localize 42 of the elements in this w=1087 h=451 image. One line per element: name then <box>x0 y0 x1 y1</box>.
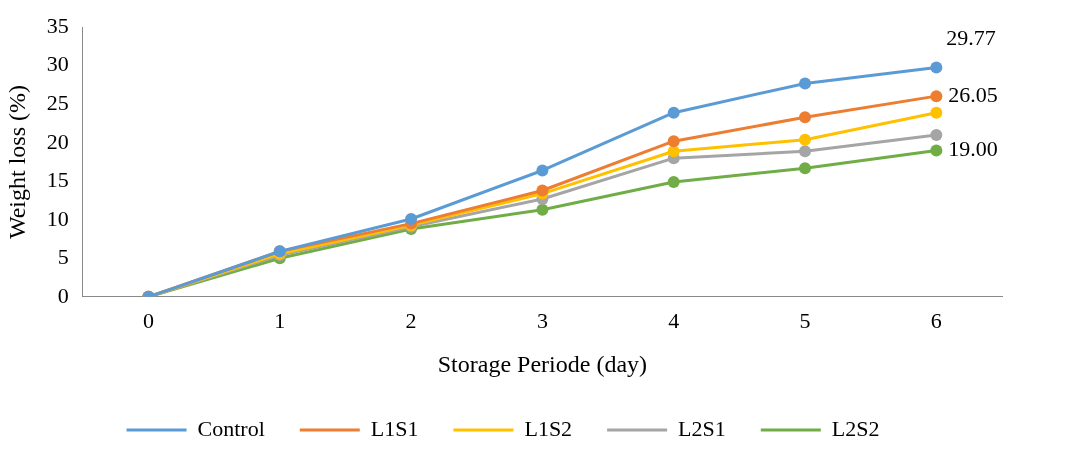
point <box>667 176 680 189</box>
point <box>536 203 549 216</box>
point <box>799 77 812 90</box>
y-tick-label: 25 <box>46 90 69 116</box>
y-tick-label: 15 <box>46 167 69 193</box>
legend-label: L1S2 <box>524 415 573 441</box>
x-tick-label: 5 <box>799 307 811 333</box>
annotation: 29.77 <box>946 25 996 51</box>
legend-label: L2S2 <box>831 415 880 441</box>
annotation: 26.05 <box>948 81 998 107</box>
point <box>930 144 943 157</box>
x-tick-label: 2 <box>405 307 417 333</box>
point <box>930 61 943 74</box>
x-tick-label: 4 <box>668 307 680 333</box>
x-tick-label: 6 <box>930 307 942 333</box>
point <box>930 129 943 142</box>
legend-label: Control <box>197 415 265 441</box>
y-tick-label: 20 <box>46 128 69 154</box>
y-tick-label: 10 <box>46 205 69 231</box>
point <box>799 145 812 158</box>
legend-label: L2S1 <box>678 415 726 441</box>
y-tick-label: 30 <box>46 51 69 77</box>
point <box>536 164 549 177</box>
y-tick-label: 5 <box>57 244 69 270</box>
point <box>799 111 812 124</box>
point <box>667 145 680 158</box>
point <box>405 213 418 225</box>
x-axis-title: Storage Periode (day) <box>437 350 648 377</box>
point <box>667 106 680 119</box>
x-tick-label: 3 <box>536 307 548 333</box>
y-tick-label: 0 <box>57 282 69 308</box>
point <box>930 106 943 119</box>
legend-label: L1S1 <box>370 415 419 441</box>
x-tick-label: 1 <box>274 307 286 333</box>
point <box>799 162 812 175</box>
x-tick-label: 0 <box>142 307 154 333</box>
point <box>799 133 812 146</box>
annotation: 19.00 <box>948 136 998 162</box>
y-axis-title: Weight loss (%) <box>3 84 30 240</box>
point <box>667 135 680 148</box>
point <box>930 90 943 103</box>
y-tick-label: 35 <box>46 12 69 38</box>
